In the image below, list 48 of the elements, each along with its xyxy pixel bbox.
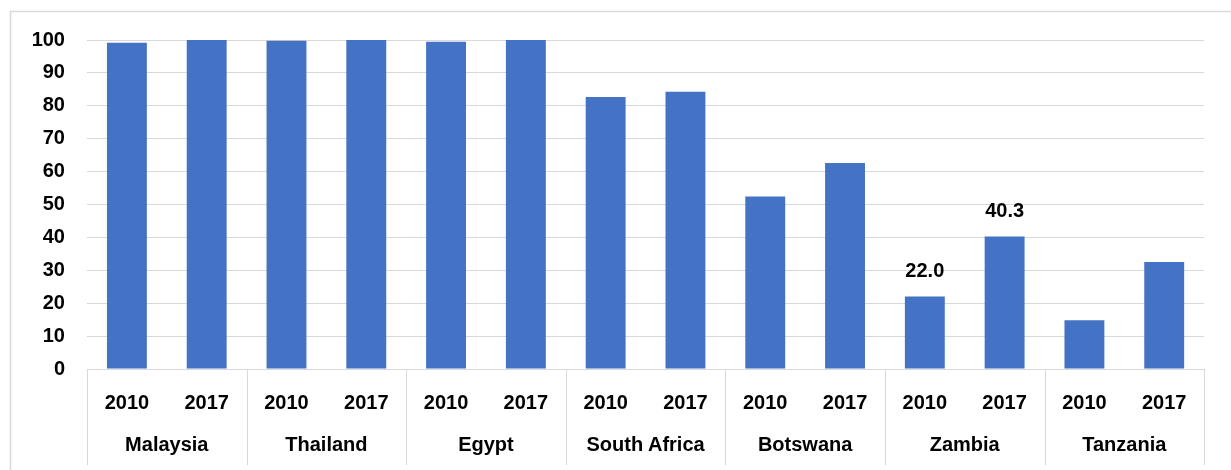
x-tick-label: Botswana xyxy=(757,432,854,455)
y-tick-label: 30 xyxy=(42,257,65,280)
text: 2010 xyxy=(264,390,309,413)
bar xyxy=(1064,320,1105,369)
series-label: 2017 xyxy=(663,390,708,413)
bar xyxy=(186,40,227,369)
bar xyxy=(346,40,387,369)
y-tick-label: 20 xyxy=(42,290,65,313)
x-tick-label: Malaysia xyxy=(125,432,210,455)
text: 2017 xyxy=(184,390,229,413)
y-tick-label: 50 xyxy=(42,192,65,215)
bar xyxy=(585,96,626,369)
text: 2010 xyxy=(1062,390,1107,413)
y-tick-label: 80 xyxy=(42,93,65,116)
text: 2010 xyxy=(104,390,150,413)
text: 2017 xyxy=(344,390,389,413)
x-tick-label: South Africa xyxy=(586,432,706,455)
bar xyxy=(984,236,1025,369)
bar xyxy=(266,40,307,369)
y-tick-label: 40 xyxy=(42,224,65,247)
y-tick-label: 100 xyxy=(31,27,65,50)
x-tick-label: Thailand xyxy=(285,432,368,455)
text: 2017 xyxy=(822,390,868,413)
text: 2010 xyxy=(902,390,948,413)
y-tick-label: 10 xyxy=(42,323,65,346)
bar xyxy=(825,163,865,369)
bar xyxy=(904,296,945,369)
bar xyxy=(1144,262,1185,369)
text: 2017 xyxy=(503,390,549,413)
data-label: 40.3 xyxy=(985,198,1025,221)
text: 2017 xyxy=(1141,390,1187,413)
x-tick-label: Egypt xyxy=(458,432,515,455)
bar xyxy=(106,42,147,369)
text: 2010 xyxy=(423,390,469,413)
y-tick-label: 70 xyxy=(42,126,65,149)
y-tick-label: 90 xyxy=(42,60,65,83)
text: 2010 xyxy=(583,390,628,413)
data-label: 22.0 xyxy=(905,259,945,282)
bar xyxy=(505,40,546,369)
bar xyxy=(745,196,786,369)
y-tick-label: 60 xyxy=(42,159,65,182)
x-tick-label: Tanzania xyxy=(1082,432,1168,455)
bar xyxy=(665,91,706,369)
x-tick-label: Zambia xyxy=(929,432,1001,455)
y-tick-label: 0 xyxy=(53,356,65,379)
text: 2017 xyxy=(982,390,1027,413)
series-label: 2010 xyxy=(742,390,788,413)
bar xyxy=(426,41,467,369)
